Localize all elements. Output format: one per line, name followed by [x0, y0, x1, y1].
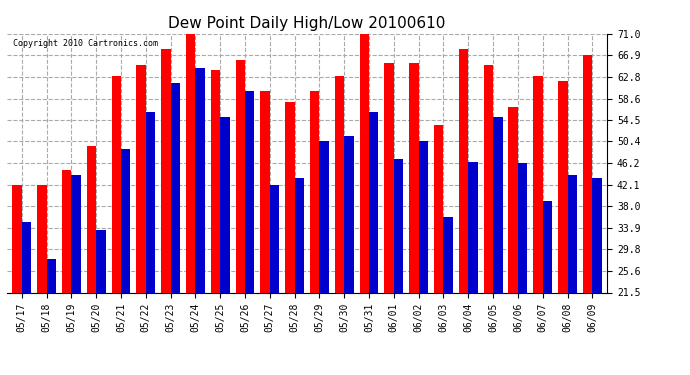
Bar — [37, 185, 47, 292]
Bar — [47, 258, 56, 292]
Bar — [384, 63, 394, 292]
Bar — [518, 164, 527, 292]
Bar — [245, 91, 255, 292]
Bar — [533, 76, 543, 292]
Bar — [369, 112, 379, 292]
Bar — [484, 65, 493, 292]
Bar — [567, 175, 577, 292]
Bar — [344, 136, 354, 292]
Bar — [71, 175, 81, 292]
Bar — [137, 65, 146, 292]
Bar — [319, 141, 329, 292]
Bar — [22, 222, 31, 292]
Bar — [235, 60, 245, 292]
Bar — [592, 177, 602, 292]
Bar — [469, 162, 477, 292]
Title: Dew Point Daily High/Low 20100610: Dew Point Daily High/Low 20100610 — [168, 16, 446, 31]
Bar — [335, 76, 344, 292]
Bar — [394, 159, 403, 292]
Bar — [12, 185, 22, 292]
Text: Copyright 2010 Cartronics.com: Copyright 2010 Cartronics.com — [13, 39, 158, 48]
Bar — [310, 91, 319, 292]
Bar — [62, 170, 71, 292]
Bar — [285, 102, 295, 292]
Bar — [260, 91, 270, 292]
Bar — [583, 55, 592, 292]
Bar — [121, 149, 130, 292]
Bar — [170, 83, 180, 292]
Bar — [195, 68, 205, 292]
Bar — [434, 125, 444, 292]
Bar — [146, 112, 155, 292]
Bar — [96, 230, 106, 292]
Bar — [459, 50, 469, 292]
Bar — [409, 63, 419, 292]
Bar — [211, 70, 220, 292]
Bar — [161, 50, 170, 292]
Bar — [87, 146, 96, 292]
Bar — [112, 76, 121, 292]
Bar — [419, 141, 428, 292]
Bar — [493, 117, 502, 292]
Bar — [270, 185, 279, 292]
Bar — [509, 107, 518, 292]
Bar — [543, 201, 552, 292]
Bar — [295, 177, 304, 292]
Bar — [359, 34, 369, 292]
Bar — [558, 81, 567, 292]
Bar — [444, 217, 453, 292]
Bar — [186, 28, 195, 292]
Bar — [220, 117, 230, 292]
